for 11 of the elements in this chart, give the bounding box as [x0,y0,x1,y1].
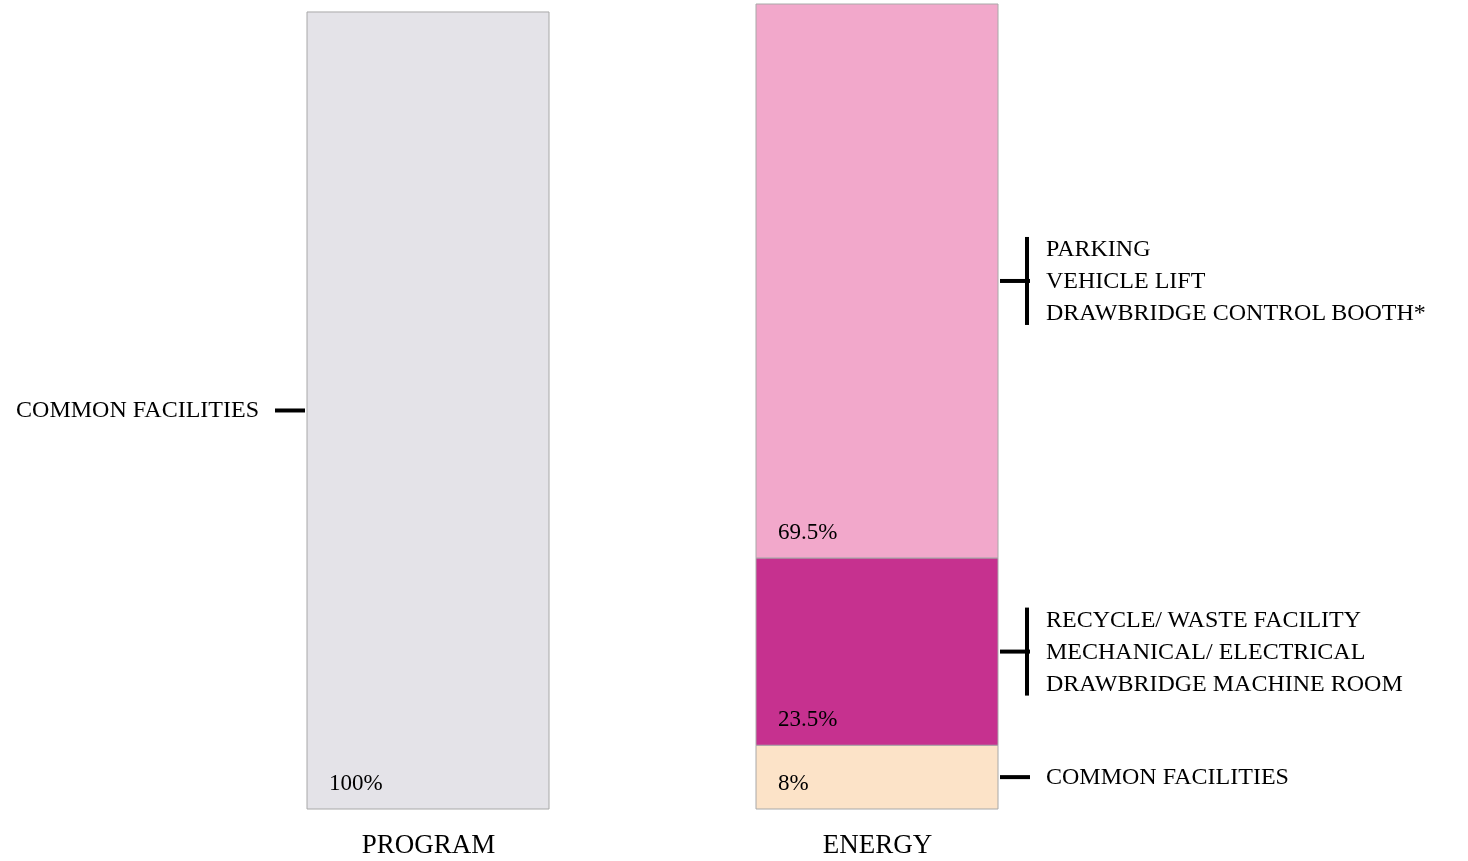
data-label: 8% [778,770,809,795]
data-label: 69.5% [778,518,838,544]
series-label: COMMON FACILITIES [16,396,259,423]
text: COMMON FACILITIES [1046,763,1289,790]
series-label: PARKING VEHICLE LIFT DRAWBRIDGE CONTROL BOOTH* [1046,234,1426,325]
data-label: 23.5% [778,706,838,732]
bar [306,11,550,810]
series-label: RECYCLE/ WASTE FACILITY MECHANICAL/ ELECTRICAL DRAWBRIDGE MACHINE ROOM [1046,605,1403,696]
x-tick-label: ENERGY [822,828,933,859]
data-label: 100% [329,770,383,795]
x-tick-label: PROGRAM [361,828,496,859]
